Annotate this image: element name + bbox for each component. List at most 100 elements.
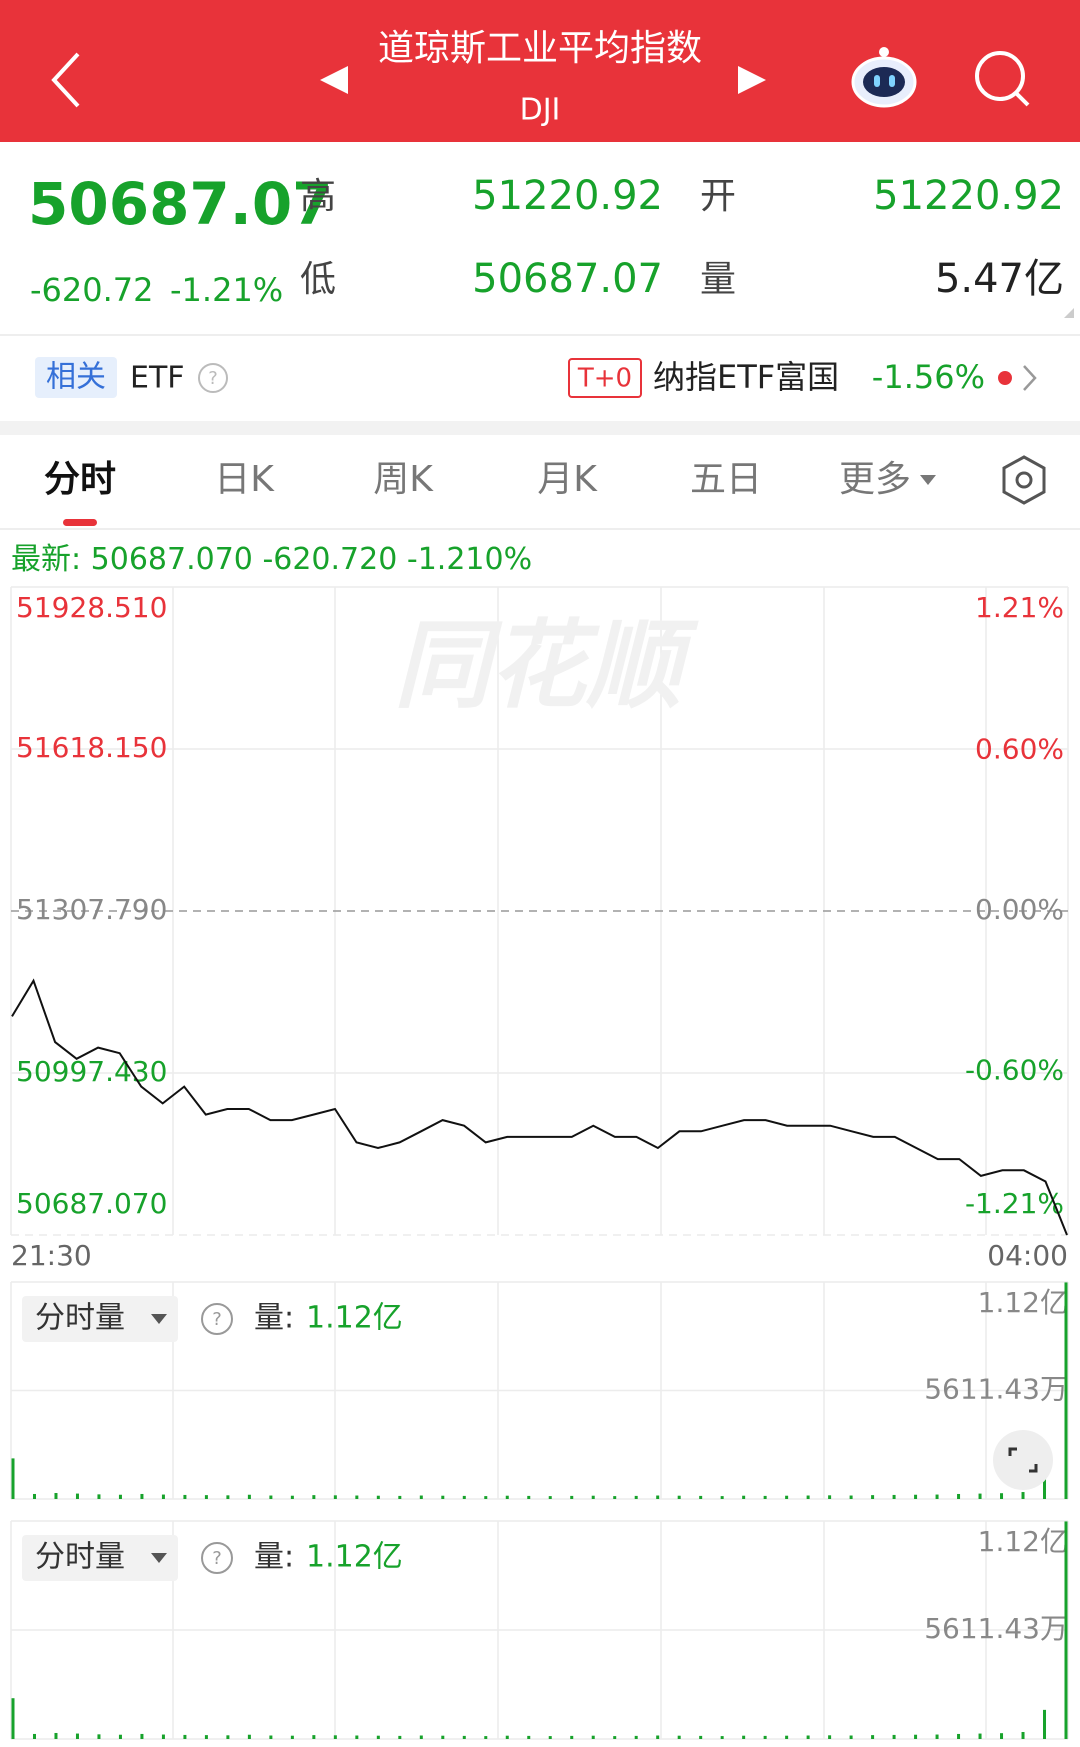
- robot-button[interactable]: [851, 47, 917, 108]
- volume-label: 量:: [254, 1301, 294, 1336]
- volume-bar: [957, 1733, 961, 1739]
- header-title: 道琼斯工业平均指数: [378, 28, 702, 69]
- tab[interactable]: 更多: [839, 459, 911, 500]
- volume-bar: [484, 1736, 488, 1739]
- back-button[interactable]: [51, 52, 80, 108]
- volume-bar: [140, 1733, 144, 1739]
- help-icon[interactable]: [198, 363, 228, 393]
- tab[interactable]: 周K: [373, 459, 434, 500]
- volume-bar: [419, 1495, 423, 1499]
- volume-bar: [548, 1736, 552, 1739]
- volume-bar: [763, 1495, 767, 1499]
- volume-bar: [161, 1494, 165, 1499]
- x-tick-label: 21:30: [11, 1239, 92, 1272]
- volume-bar: [957, 1493, 961, 1499]
- volume-bar: [32, 1733, 36, 1739]
- y2-tick-label: -1.21%: [965, 1187, 1064, 1220]
- volume-bar: [1000, 1733, 1004, 1739]
- selector-caret: [151, 1553, 167, 1563]
- volume-bar: [462, 1495, 466, 1499]
- volume-bar: [398, 1735, 402, 1739]
- latest-pct: -1.210%: [407, 542, 532, 577]
- expand-button[interactable]: [993, 1430, 1053, 1490]
- robot-face: [863, 67, 905, 97]
- etf-change: -1.56%: [872, 358, 985, 396]
- y2-tick-label: -0.60%: [965, 1054, 1064, 1087]
- help-icon-mark: ?: [212, 1548, 222, 1569]
- tab[interactable]: 日K: [214, 459, 275, 500]
- volume-bar: [97, 1734, 101, 1739]
- volume-bar: [54, 1493, 58, 1499]
- volume-bar: [419, 1735, 423, 1739]
- volume-bar: [785, 1495, 789, 1499]
- help-icon[interactable]: [201, 1303, 233, 1335]
- volume-bar: [1021, 1492, 1025, 1499]
- next-button[interactable]: [738, 66, 766, 94]
- volume-bar: [699, 1495, 703, 1499]
- tab[interactable]: 月K: [537, 459, 598, 500]
- volume-bar: [613, 1496, 617, 1499]
- volume-bar: [54, 1732, 58, 1739]
- tab-bar: 分时 日K 周K 月K 五日 更多: [44, 459, 936, 500]
- help-icon-mark: ?: [212, 1309, 222, 1330]
- volume-bar: [312, 1735, 316, 1739]
- section-gap: [0, 421, 1080, 435]
- search-icon: [975, 51, 1025, 101]
- low-label: 低: [300, 259, 336, 300]
- volume-bar: [204, 1735, 208, 1739]
- volume-bar: [656, 1735, 660, 1739]
- etf-tag: 相关: [46, 360, 106, 395]
- price-line: [11, 978, 1068, 1236]
- robot-eye: [874, 75, 880, 87]
- help-icon[interactable]: [201, 1542, 233, 1574]
- search-icon: [1014, 91, 1030, 107]
- volume-bar: [892, 1494, 896, 1499]
- tab[interactable]: 分时: [44, 459, 116, 500]
- y-tick-label: 51307.790: [16, 893, 167, 926]
- etf-arrow[interactable]: [1023, 365, 1037, 391]
- status-dot: [998, 371, 1012, 385]
- corner-mark: [1064, 308, 1074, 318]
- volume-bar: [871, 1495, 875, 1499]
- volume-bar: [849, 1495, 853, 1499]
- volume-selector-box[interactable]: [22, 1535, 178, 1581]
- y-tick-label: 5611.43万: [924, 1373, 1068, 1406]
- prev-button[interactable]: [320, 66, 348, 94]
- y-tick-label: 5611.43万: [924, 1612, 1068, 1645]
- tab[interactable]: 五日: [690, 459, 762, 500]
- volume-bar: [140, 1493, 144, 1499]
- volume-bar: [247, 1734, 251, 1739]
- volume-selector[interactable]: 分时量: [35, 1540, 125, 1575]
- volume-bar: [462, 1735, 466, 1739]
- t0-badge: T+0: [577, 364, 632, 394]
- etf-label[interactable]: ETF: [130, 361, 185, 396]
- more-caret[interactable]: [920, 475, 936, 485]
- volume: 5.47亿: [935, 256, 1064, 302]
- volume-panel: 1.12亿 5611.43万 分时量? 量: 1.12亿: [10, 1281, 1069, 1500]
- volume-bar: [1000, 1493, 1004, 1499]
- volume-bar: [656, 1495, 660, 1499]
- open-label: 开: [700, 176, 736, 217]
- y-tick-label: 50687.070: [16, 1187, 167, 1220]
- price-chart: 同花顺 51928.510 1.21% 51618.150 0.60% 51307.790…: [10, 586, 1069, 1272]
- volume-value: 1.12亿: [306, 1301, 403, 1336]
- volume-bar: [1064, 1282, 1068, 1499]
- volume-label: 量: [700, 259, 736, 300]
- tab-indicator: [63, 519, 97, 526]
- volume-bar: [1043, 1469, 1047, 1499]
- latest-line: 最新: 50687.070 -620.720 -1.210%: [11, 542, 532, 577]
- volume-bar: [269, 1735, 273, 1739]
- volume-bar: [806, 1495, 810, 1499]
- settings-button[interactable]: [1002, 455, 1046, 505]
- volume-selector[interactable]: 分时量: [35, 1301, 125, 1336]
- latest-price: 50687.070: [91, 542, 253, 577]
- etf-name[interactable]: 纳指ETF富国: [653, 358, 839, 396]
- volume-bar: [935, 1494, 939, 1499]
- volume-selector-box[interactable]: [22, 1296, 178, 1342]
- search-button[interactable]: [975, 51, 1030, 107]
- volume-bar: [204, 1495, 208, 1499]
- volume-bar: [355, 1735, 359, 1739]
- volume-bar: [1043, 1709, 1047, 1739]
